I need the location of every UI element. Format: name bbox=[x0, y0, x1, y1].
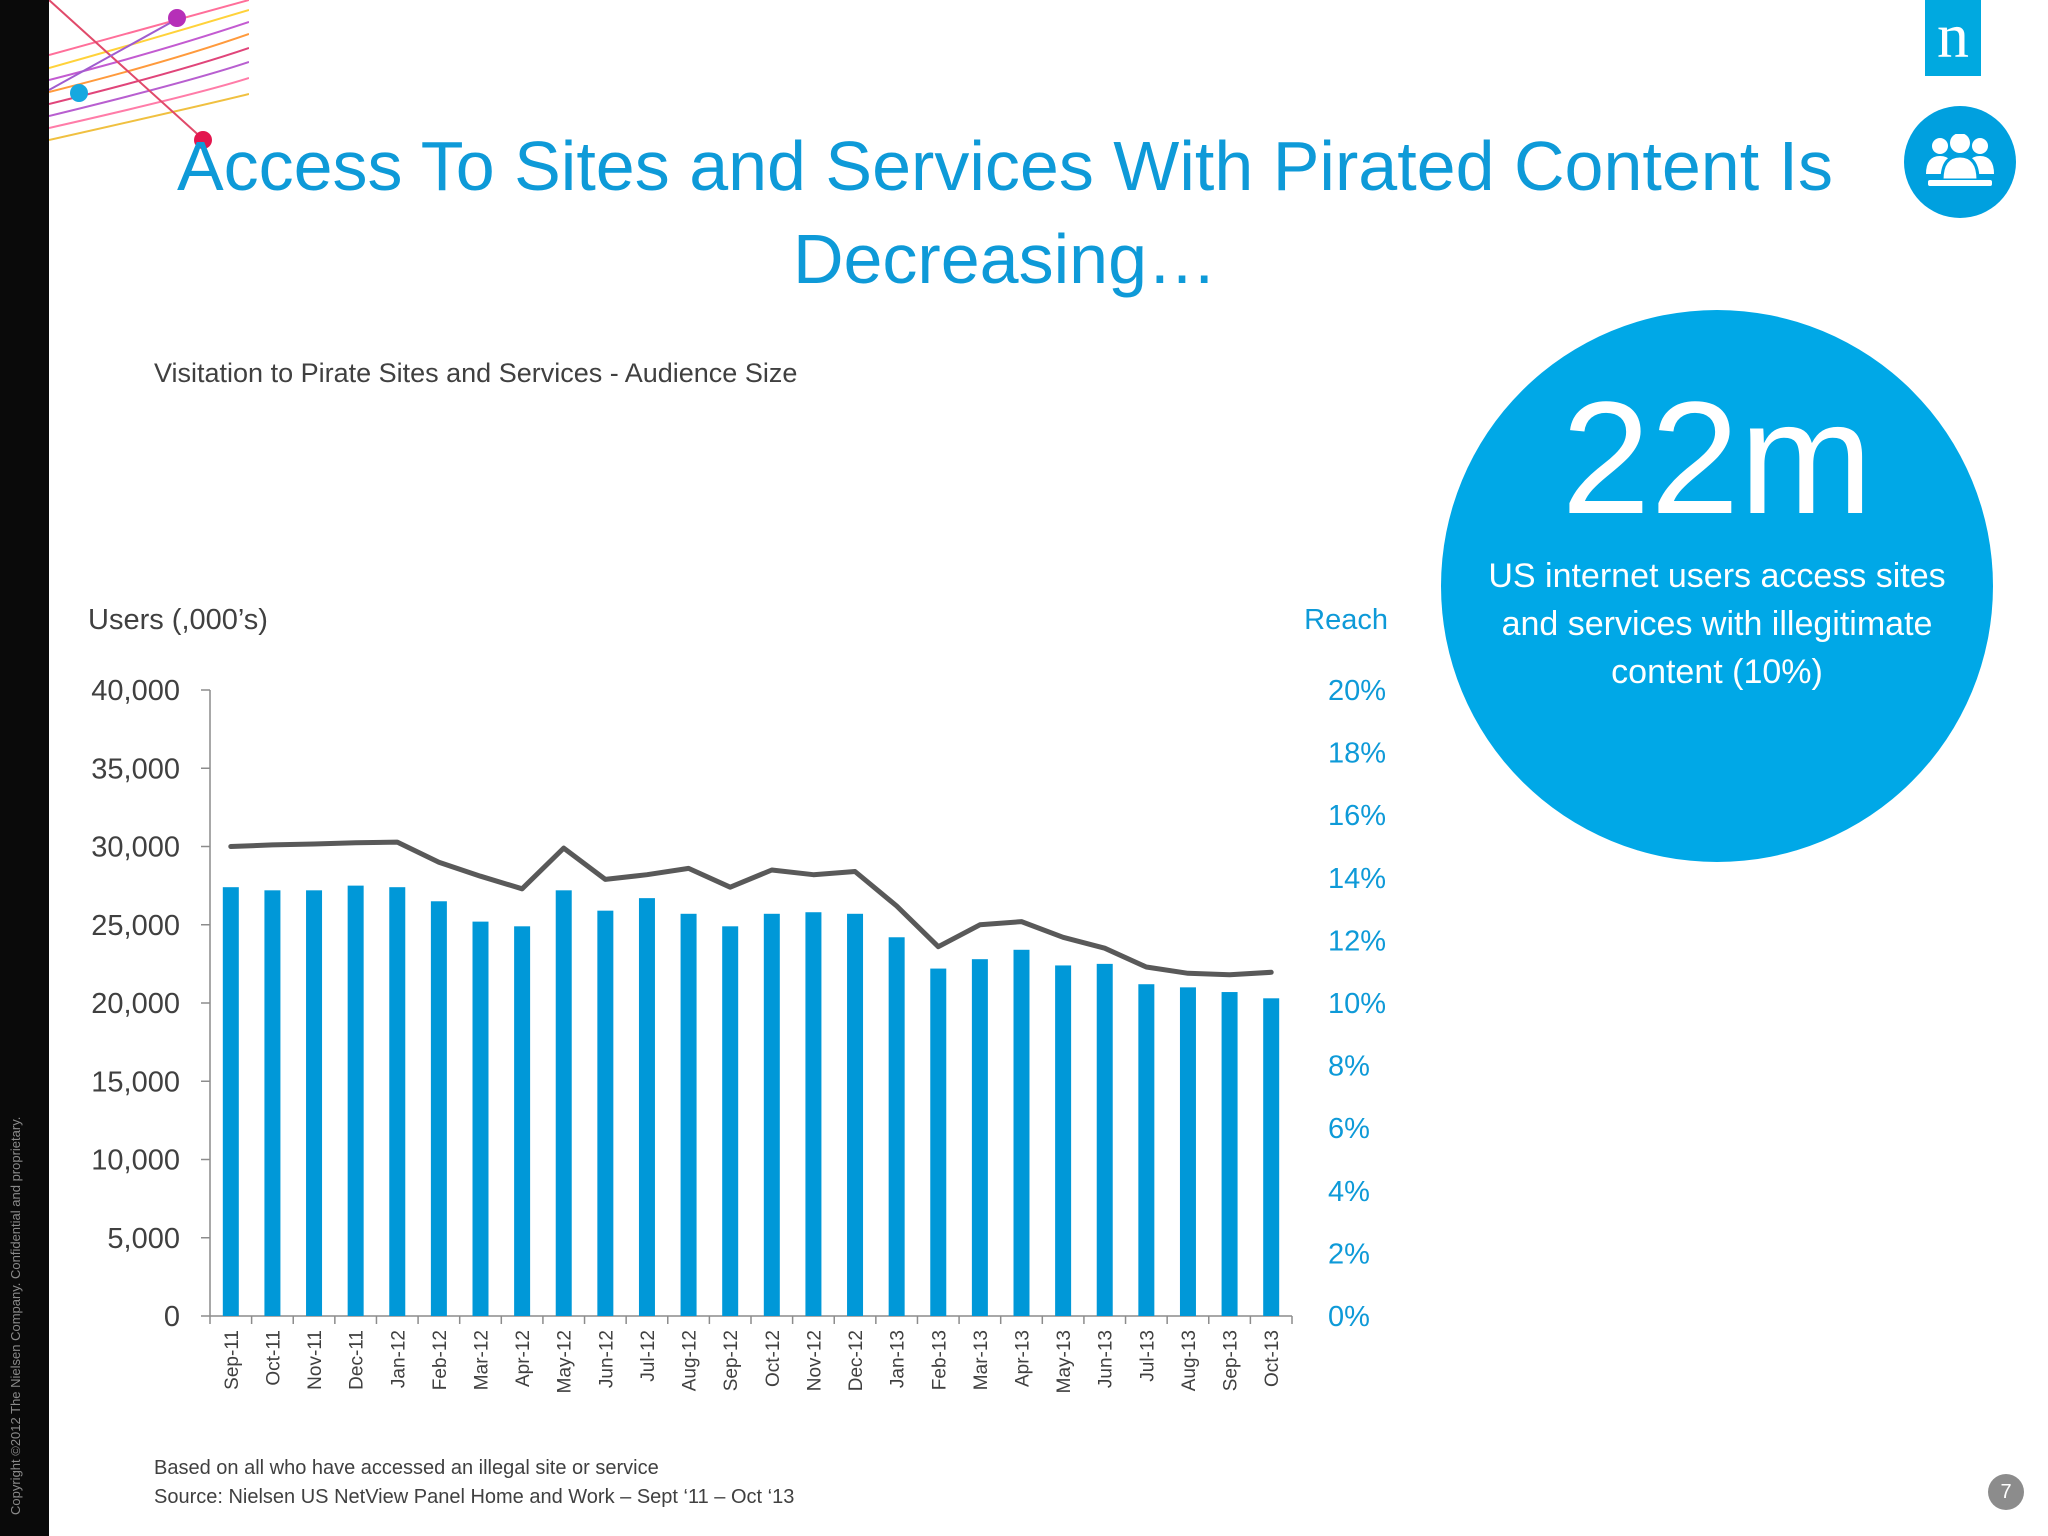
y2-tick-label: 20% bbox=[1328, 675, 1386, 707]
x-tick-label: Sep-13 bbox=[1221, 1330, 1242, 1391]
bar bbox=[638, 898, 655, 1316]
bar bbox=[1096, 963, 1113, 1316]
x-tick-label: Nov-11 bbox=[305, 1330, 326, 1390]
x-tick-label: May-13 bbox=[1054, 1330, 1075, 1393]
y-tick-label: 10,000 bbox=[91, 1145, 180, 1177]
bar bbox=[430, 901, 447, 1316]
bar bbox=[555, 890, 572, 1316]
y-tick-label: 20,000 bbox=[91, 988, 180, 1020]
stat-value: 22m bbox=[1561, 368, 1873, 547]
bar bbox=[1013, 949, 1030, 1316]
x-tick-label: Feb-13 bbox=[929, 1330, 950, 1390]
y-tick-label: 0 bbox=[164, 1301, 180, 1333]
left-strip: Copyright ©2012 The Nielsen Company. Con… bbox=[0, 0, 49, 1536]
y2-tick-label: 4% bbox=[1328, 1176, 1370, 1208]
y-tick-label: 5,000 bbox=[107, 1223, 180, 1255]
bar bbox=[930, 968, 947, 1316]
x-tick-label: Aug-13 bbox=[1179, 1330, 1200, 1391]
x-tick-label: Jul-12 bbox=[638, 1330, 659, 1382]
y2-tick-label: 0% bbox=[1328, 1301, 1370, 1333]
nielsen-logo: n bbox=[1925, 0, 1981, 76]
x-tick-label: Jan-12 bbox=[388, 1330, 409, 1388]
people-group-icon bbox=[1926, 134, 1994, 186]
bar bbox=[597, 910, 614, 1316]
page-title: Access To Sites and Services With Pirate… bbox=[176, 127, 1834, 298]
y2-axis-title: Reach bbox=[1304, 604, 1388, 636]
x-tick-label: Dec-11 bbox=[347, 1330, 368, 1390]
y2-tick-label: 18% bbox=[1328, 738, 1386, 770]
footnote-source: Source: Nielsen US NetView Panel Home an… bbox=[154, 1486, 795, 1508]
x-tick-label: Oct-13 bbox=[1262, 1330, 1283, 1387]
y2-tick-label: 2% bbox=[1328, 1238, 1370, 1270]
bar bbox=[514, 926, 531, 1316]
x-tick-label: May-12 bbox=[555, 1330, 576, 1393]
bar bbox=[680, 913, 697, 1316]
decorative-arcs bbox=[49, 0, 249, 149]
bar bbox=[1179, 987, 1196, 1316]
bar bbox=[347, 885, 364, 1316]
y2-tick-label: 8% bbox=[1328, 1051, 1370, 1083]
bar bbox=[1138, 984, 1155, 1316]
y2-tick-label: 16% bbox=[1328, 800, 1386, 832]
reach-line bbox=[228, 839, 1274, 978]
x-tick-label: Dec-12 bbox=[846, 1330, 867, 1391]
bar bbox=[722, 926, 739, 1316]
y2-tick-label: 6% bbox=[1328, 1113, 1370, 1145]
bar bbox=[1055, 965, 1072, 1316]
bar bbox=[306, 890, 323, 1316]
page-number: 7 bbox=[1988, 1474, 2024, 1510]
x-tick-label: Oct-11 bbox=[263, 1330, 284, 1386]
x-tick-label: Apr-12 bbox=[513, 1330, 534, 1387]
y2-tick-label: 12% bbox=[1328, 925, 1386, 957]
y-tick-label: 30,000 bbox=[91, 832, 180, 864]
x-tick-label: Jun-12 bbox=[596, 1330, 617, 1388]
bar bbox=[472, 921, 489, 1316]
x-tick-label: Aug-12 bbox=[680, 1330, 701, 1391]
x-tick-label: Feb-12 bbox=[430, 1330, 451, 1390]
x-tick-label: Apr-13 bbox=[1013, 1330, 1034, 1387]
x-tick-label: Sep-12 bbox=[721, 1330, 742, 1391]
chart-subtitle: Visitation to Pirate Sites and Services … bbox=[154, 358, 798, 388]
bar bbox=[805, 912, 822, 1316]
stat-circle: 22m US internet users access sites and s… bbox=[1441, 310, 1993, 862]
bar bbox=[222, 887, 239, 1316]
x-tick-label: Jan-13 bbox=[888, 1330, 909, 1388]
x-tick-label: Nov-12 bbox=[804, 1330, 825, 1391]
audience-badge bbox=[1904, 106, 2016, 218]
y-tick-label: 40,000 bbox=[91, 675, 180, 707]
bar bbox=[971, 959, 988, 1316]
bar bbox=[888, 937, 905, 1316]
y2-tick-label: 10% bbox=[1328, 988, 1386, 1020]
bar bbox=[1221, 992, 1238, 1316]
x-tick-label: Jun-13 bbox=[1096, 1330, 1117, 1388]
y-axis-title: Users (,000’s) bbox=[88, 604, 268, 636]
bar bbox=[264, 890, 281, 1316]
y-tick-label: 25,000 bbox=[91, 910, 180, 942]
y-tick-label: 15,000 bbox=[91, 1066, 180, 1098]
bar bbox=[389, 887, 406, 1316]
stat-description: US internet users access sites and servi… bbox=[1488, 557, 1946, 691]
footnote: Based on all who have accessed an illega… bbox=[154, 1454, 794, 1512]
bar bbox=[1263, 998, 1280, 1316]
y2-tick-label: 14% bbox=[1328, 863, 1386, 895]
x-tick-label: Mar-12 bbox=[472, 1330, 493, 1390]
bar bbox=[763, 913, 780, 1316]
footnote-basis: Based on all who have accessed an illega… bbox=[154, 1457, 659, 1479]
x-tick-label: Oct-12 bbox=[763, 1330, 784, 1387]
y-tick-label: 35,000 bbox=[91, 753, 180, 785]
x-tick-label: Sep-11 bbox=[222, 1330, 243, 1390]
x-tick-label: Jul-13 bbox=[1137, 1330, 1158, 1382]
bar bbox=[847, 913, 864, 1316]
x-tick-label: Mar-13 bbox=[971, 1330, 992, 1390]
